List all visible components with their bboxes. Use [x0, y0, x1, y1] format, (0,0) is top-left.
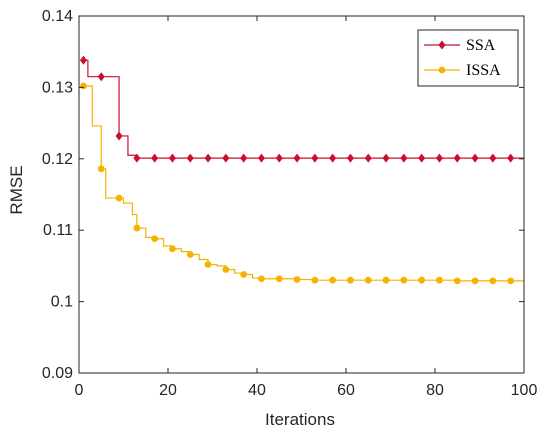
x-tick-label: 80	[426, 382, 444, 399]
plot-layer	[79, 55, 524, 285]
marker-issa	[275, 275, 283, 283]
marker-issa	[364, 276, 372, 284]
legend-box	[417, 29, 519, 87]
marker-ssa	[507, 153, 515, 163]
series-line-issa	[83, 85, 524, 282]
legend-marker-issa	[438, 66, 446, 74]
marker-ssa	[329, 153, 337, 163]
marker-ssa	[346, 153, 354, 163]
x-tick-label: 100	[511, 382, 538, 399]
x-tick-label: 0	[75, 382, 84, 399]
marker-ssa	[204, 153, 212, 163]
marker-issa	[329, 276, 337, 284]
marker-ssa	[293, 153, 301, 163]
marker-issa	[97, 165, 105, 173]
marker-ssa	[115, 131, 123, 141]
x-tick-label: 20	[159, 382, 177, 399]
y-axis-title: RMSE	[7, 165, 26, 214]
marker-issa	[80, 82, 87, 90]
marker-ssa	[311, 153, 319, 163]
marker-ssa	[400, 153, 408, 163]
marker-issa	[347, 276, 354, 284]
legend-label-ssa: SSA	[466, 37, 496, 54]
marker-issa	[453, 277, 461, 285]
y-tick-label: 0.09	[42, 365, 73, 382]
marker-ssa	[222, 153, 230, 163]
marker-ssa	[435, 153, 443, 163]
y-tick-label: 0.14	[42, 8, 73, 25]
marker-issa	[507, 277, 515, 285]
marker-issa	[418, 276, 426, 284]
marker-issa	[133, 224, 141, 232]
marker-issa	[311, 276, 319, 284]
marker-ssa	[418, 153, 426, 163]
marker-issa	[204, 261, 212, 268]
marker-issa	[222, 266, 230, 273]
marker-ssa	[453, 153, 461, 163]
x-tick-label: 40	[248, 382, 266, 399]
marker-ssa	[133, 153, 141, 163]
marker-ssa	[364, 153, 372, 163]
marker-ssa	[97, 72, 105, 82]
y-tick-label: 0.1	[51, 294, 73, 311]
marker-issa	[115, 194, 123, 202]
marker-issa	[400, 276, 408, 284]
axes-layer: 0 20 40 60 80 100 0.09 0.1 0.11 0.12 0.13 0.14	[42, 8, 538, 399]
marker-ssa	[186, 153, 194, 163]
marker-ssa	[151, 153, 159, 163]
marker-ssa	[382, 153, 390, 163]
marker-issa	[471, 277, 479, 285]
legend-marker-ssa	[438, 40, 446, 50]
marker-issa	[382, 276, 390, 284]
marker-issa	[293, 276, 301, 283]
x-axis-title: Iterations	[265, 410, 335, 429]
marker-issa	[240, 271, 248, 278]
x-tick-label: 60	[337, 382, 355, 399]
marker-ssa	[240, 153, 248, 163]
marker-issa	[151, 235, 159, 243]
marker-ssa	[489, 153, 497, 163]
y-tick-label: 0.11	[43, 222, 73, 239]
marker-issa	[258, 275, 265, 283]
marker-ssa	[168, 153, 176, 163]
marker-ssa	[275, 153, 283, 163]
y-tick-label: 0.13	[42, 79, 73, 96]
legend: SSA ISSA	[417, 29, 519, 87]
plot-frame	[78, 15, 525, 374]
marker-issa	[169, 245, 176, 253]
y-tick-label: 0.12	[42, 151, 73, 168]
legend-label-issa: ISSA	[466, 62, 501, 79]
marker-ssa	[471, 153, 479, 163]
marker-ssa	[79, 55, 87, 65]
marker-issa	[186, 251, 194, 258]
marker-issa	[489, 277, 497, 285]
marker-issa	[436, 276, 443, 284]
marker-ssa	[257, 153, 265, 163]
